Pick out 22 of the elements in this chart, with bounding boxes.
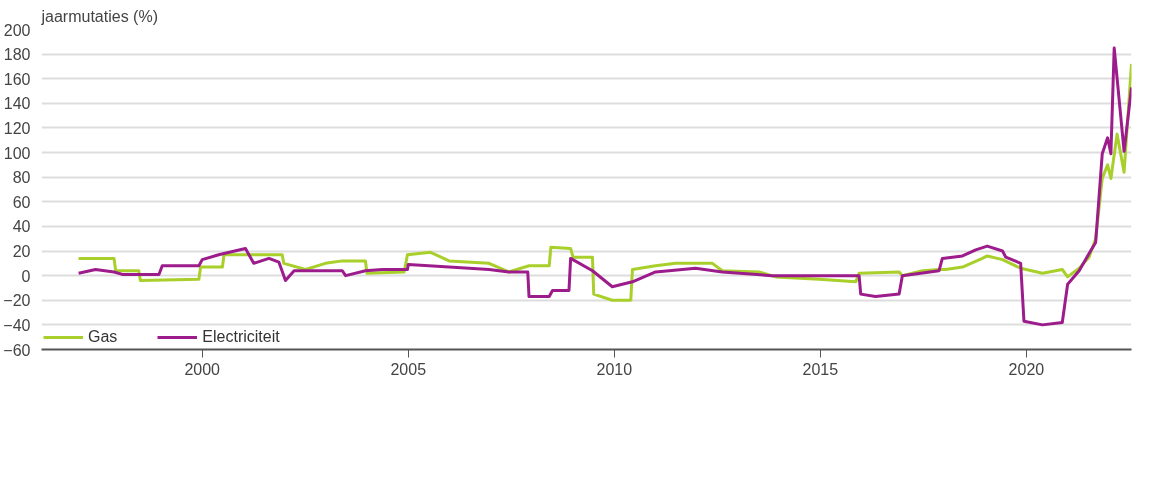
y-tick-label: 140 — [3, 95, 31, 113]
y-tick-label: 60 — [12, 193, 31, 211]
x-tick-label: 2005 — [390, 360, 427, 378]
y-tick-label: 20 — [12, 243, 31, 261]
x-tick-label: 2020 — [1008, 360, 1045, 378]
x-tick-label: 2015 — [802, 360, 839, 378]
y-tick-label: −40 — [3, 316, 31, 334]
y-tick-label: 40 — [12, 218, 31, 236]
y-tick-label: 120 — [3, 119, 31, 137]
legend-label: Electriciteit — [202, 328, 280, 346]
y-tick-label: 100 — [3, 144, 31, 162]
y-tick-label: 180 — [3, 46, 31, 64]
x-tick-label: 2010 — [596, 360, 633, 378]
y-axis-title: jaarmutaties (%) — [40, 7, 158, 25]
y-tick-label: −20 — [3, 292, 31, 310]
x-tick-label: 2000 — [184, 360, 221, 378]
y-tick-label: 200 — [3, 21, 31, 39]
y-tick-label: 160 — [3, 70, 31, 88]
legend-label: Gas — [88, 328, 118, 346]
y-tick-label: −60 — [3, 341, 31, 359]
y-tick-label: 0 — [21, 267, 31, 285]
y-tick-label: 80 — [12, 169, 31, 187]
